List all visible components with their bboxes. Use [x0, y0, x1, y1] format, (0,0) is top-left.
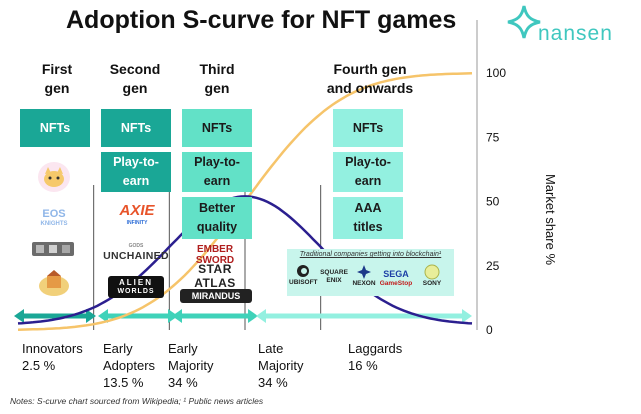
second-gen-label: Second gen: [109, 61, 161, 96]
star-atlas-icon: STAR ATLAS: [194, 262, 236, 290]
y-tick-0: 0: [486, 323, 493, 337]
tiles-icon: [30, 238, 76, 260]
gen3-span-arrow-right-head: [248, 309, 258, 323]
first-gen-label: First gen: [41, 61, 73, 96]
sony-logo: SONY: [422, 280, 442, 287]
gen4-span-arrow-left-head: [256, 309, 266, 323]
gen4-nfts-box: NFTs: [333, 109, 403, 147]
gen4-span-arrow: [256, 309, 472, 323]
gen4-p2e-box: Play-to-earn: [333, 152, 403, 192]
gen1-span-arrow-right-head: [86, 309, 96, 323]
gen2-nfts-box: NFTs: [101, 109, 171, 147]
gen3-quality-box: Better quality: [182, 197, 252, 239]
alien-worlds-icon: ALIEN WORLDS: [108, 276, 164, 298]
gen4-span-arrow-right-head: [462, 309, 472, 323]
gen3-nfts-box: NFTs: [182, 109, 252, 147]
third-gen-label: Third gen: [199, 61, 235, 96]
traditional-companies-panel: Traditional companies getting into block…: [287, 249, 454, 296]
y-axis-label: Market share %: [543, 173, 559, 266]
ember-sword-icon: EMBER SWORD: [195, 244, 235, 266]
stage-early-majority: Early Majority 34 %: [168, 341, 214, 390]
page-title: Adoption S-curve for NFT games: [66, 6, 457, 34]
ubisoft-logo: UBISOFT: [289, 279, 318, 286]
y-tick-75: 75: [486, 130, 500, 144]
fourth-gen-label: Fourth gen and onwards: [326, 61, 414, 96]
stage-laggards: Laggards 16 %: [348, 341, 403, 373]
footnote: Notes: S-curve chart sourced from Wikipe…: [10, 396, 264, 406]
y-tick-25: 25: [486, 259, 500, 273]
sega-logo: SEGA: [383, 269, 409, 279]
gen1-span-arrow-left-head: [14, 309, 24, 323]
gen1-nfts-box: NFTs: [20, 109, 90, 147]
cat-avatar-icon: [38, 162, 70, 192]
gen4-aaa-box: AAA titles: [333, 197, 403, 239]
gen2-p2e-box: Play-to-earn: [101, 152, 171, 192]
stage-innovators: Innovators 2.5 %: [22, 341, 83, 373]
nansen-logo: [507, 5, 541, 39]
nansen-wordmark: nansen: [538, 22, 613, 45]
nexon-logo: NEXON: [352, 280, 376, 287]
unchained-icon: GODS UNCHAINED: [103, 243, 169, 262]
traditional-companies-title: Traditional companies getting into block…: [299, 251, 442, 258]
axie-infinity-icon: AXIE INFINITY: [119, 202, 155, 226]
gen3-span-arrow-left-head: [172, 309, 182, 323]
y-tick-100: 100: [486, 66, 506, 80]
ubisoft-swirl-icon: [297, 265, 309, 277]
gamestop-logo: GameStop: [379, 280, 413, 287]
gen1-span-arrow: [14, 309, 96, 323]
eos-knights-icon: EOS KNIGHTS: [40, 208, 68, 228]
stage-late-majority: Late Majority 34 %: [258, 341, 304, 390]
gen3-p2e-box: Play-to-earn: [182, 152, 252, 192]
stage-early-adopters: Early Adopters 13.5 %: [103, 341, 156, 390]
nexon-star-icon: [357, 265, 371, 279]
mirandus-icon: MIRANDUS: [180, 289, 252, 303]
sony-circle-icon: [424, 264, 440, 280]
gen3-span-arrow: [172, 309, 258, 323]
gen2-span-arrow-left-head: [98, 309, 108, 323]
y-tick-50: 50: [486, 195, 500, 209]
square-enix-logo: SQUARE ENIX: [320, 269, 348, 284]
adoption-bell-curve: [17, 195, 473, 325]
kingdom-icon: [36, 270, 72, 298]
